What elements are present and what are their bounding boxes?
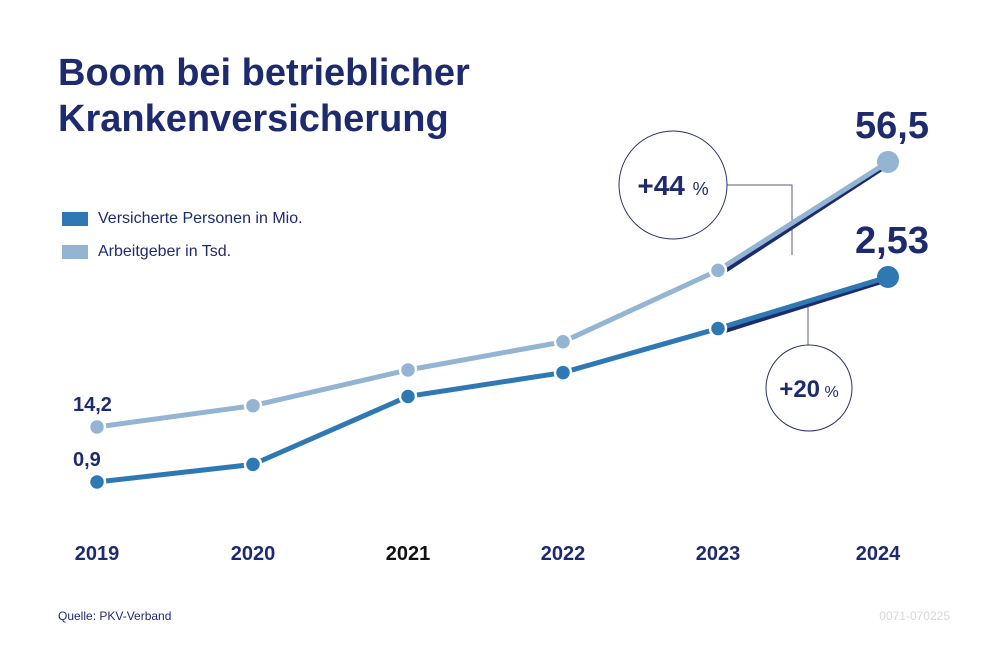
- data-point: [87, 472, 107, 492]
- series-line: [96, 159, 890, 430]
- x-tick-label: 2021: [386, 543, 431, 565]
- data-point: [398, 360, 418, 380]
- x-tick-label: 2024: [856, 543, 901, 565]
- first-value-label: 0,9: [73, 449, 101, 471]
- legend-label: Arbeitgeber in Tsd.: [98, 243, 232, 260]
- legend-item-versicherte: Versicherte Personen in Mio.: [62, 210, 303, 228]
- data-point: [708, 319, 728, 338]
- data-point: [553, 332, 573, 352]
- last-value-label: 2,53: [855, 220, 929, 262]
- source-note: Quelle: PKV-Verband: [58, 609, 172, 623]
- chart-title: Boom bei betrieblicher Krankenversicheru…: [58, 52, 470, 140]
- series-line-shadow: [719, 278, 889, 335]
- callout-circle: [765, 344, 853, 432]
- legend-item-arbeitgeber: Arbeitgeber in Tsd.: [62, 243, 231, 261]
- data-point: [243, 396, 263, 415]
- series-line-shadow: [718, 163, 890, 277]
- data-point: [553, 363, 573, 382]
- data-point: [87, 417, 107, 437]
- series-line: [96, 274, 889, 485]
- legend-swatch: [62, 212, 88, 226]
- data-point: [398, 387, 418, 406]
- legend-swatch: [62, 245, 88, 259]
- legend-label: Versicherte Personen in Mio.: [98, 210, 303, 227]
- callout-circle: [618, 130, 728, 240]
- last-value-label: 56,5: [855, 105, 929, 147]
- first-value-label: 14,2: [73, 394, 112, 416]
- x-tick-label: 2022: [541, 543, 586, 565]
- x-tick-label: 2019: [75, 543, 120, 565]
- chart-code: 0071-070225: [879, 609, 950, 623]
- data-point: [877, 265, 899, 288]
- x-tick-label: 2023: [696, 543, 741, 565]
- x-tick-label: 2020: [231, 543, 276, 565]
- data-point: [243, 455, 263, 474]
- callout-line: [727, 184, 793, 255]
- data-point: [877, 150, 899, 173]
- data-point: [708, 261, 728, 280]
